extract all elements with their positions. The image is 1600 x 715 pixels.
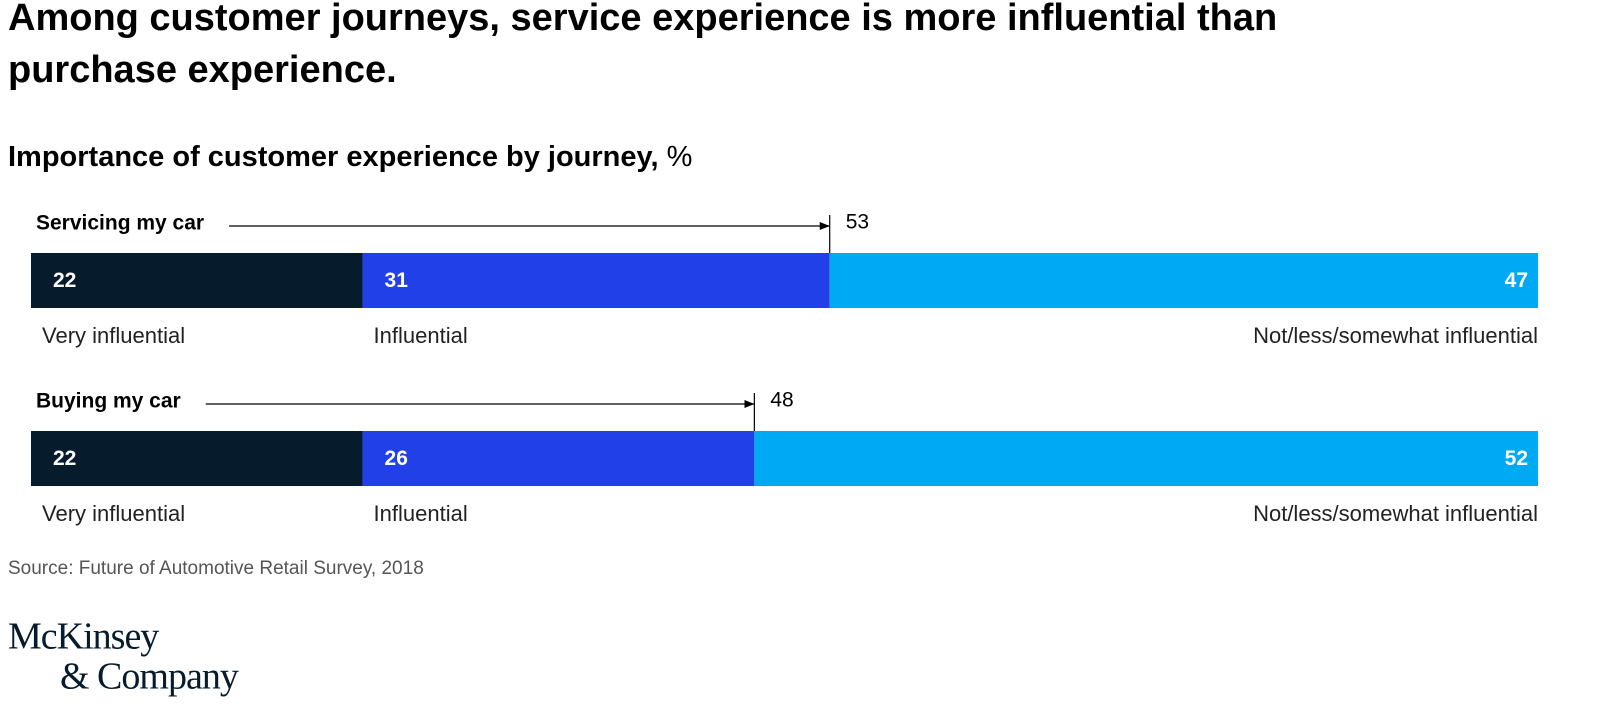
logo: & Company [60, 656, 239, 698]
chart-title: Among customer journeys, service experie… [8, 0, 1277, 39]
category-label: Servicing my car [36, 212, 204, 235]
data-label: 31 [385, 269, 409, 292]
chart-subtitle: Importance of customer experience by jou… [8, 141, 692, 173]
data-label: 47 [1505, 269, 1528, 292]
bar-segment [362, 253, 830, 308]
category-label: Buying my car [36, 390, 181, 413]
data-label: 22 [53, 447, 76, 470]
legend-label: Very influential [42, 323, 185, 348]
bar-segment [754, 431, 1538, 486]
data-label: 22 [53, 269, 76, 292]
subtitle-text: Importance of customer experience by jou… [8, 141, 659, 173]
source: Source: Future of Automotive Retail Surv… [8, 558, 424, 579]
total-label: 48 [770, 389, 793, 412]
data-label: 52 [1505, 447, 1528, 470]
bar-segment [31, 253, 363, 308]
bar-segment [31, 431, 363, 486]
legend-label: Influential [374, 501, 468, 526]
bar-segment [362, 431, 755, 486]
total-label: 53 [846, 211, 869, 234]
bar-segment [829, 253, 1538, 308]
unit: % [667, 141, 693, 173]
chart-title: purchase experience. [8, 49, 397, 91]
legend-label: Influential [374, 323, 468, 348]
legend-label: Very influential [42, 501, 185, 526]
logo: McKinsey [8, 616, 159, 658]
data-label: 26 [385, 447, 408, 470]
legend-label: Not/less/somewhat influential [1253, 501, 1538, 526]
legend-label: Not/less/somewhat influential [1253, 323, 1538, 348]
